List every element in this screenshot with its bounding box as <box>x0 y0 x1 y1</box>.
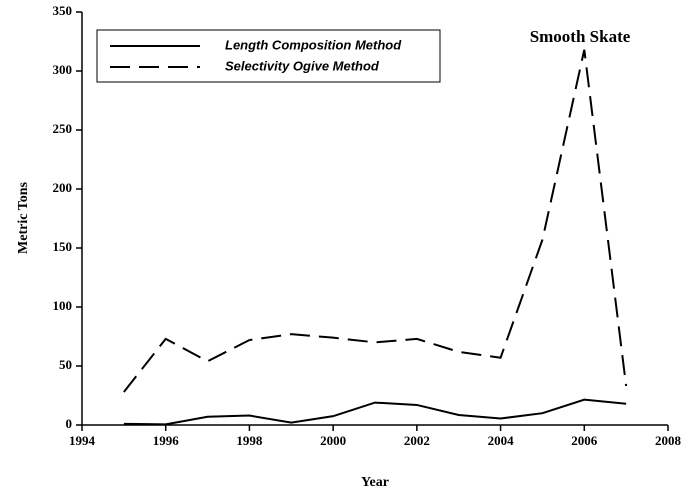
legend-label: Selectivity Ogive Method <box>225 58 380 73</box>
x-axis-label: Year <box>361 475 389 490</box>
y-tick-label: 300 <box>53 62 73 77</box>
x-tick-label: 1994 <box>69 433 96 448</box>
y-tick-label: 0 <box>66 416 73 431</box>
y-tick-label: 250 <box>53 121 73 136</box>
legend-label: Length Composition Method <box>225 37 402 52</box>
y-tick-label: 200 <box>53 180 73 195</box>
x-tick-label: 2000 <box>320 433 346 448</box>
y-tick-label: 50 <box>59 357 72 372</box>
legend-box <box>96 29 441 83</box>
series-line <box>123 398 627 426</box>
annotation: Smooth Skate <box>530 27 631 46</box>
y-axis-label: Metric Tons <box>16 181 31 253</box>
x-tick-label: 2004 <box>488 433 515 448</box>
x-tick-label: 1998 <box>236 433 263 448</box>
series-line <box>123 49 628 393</box>
x-tick-label: 2002 <box>404 433 430 448</box>
x-tick-label: 1996 <box>153 433 180 448</box>
y-tick-label: 150 <box>53 239 73 254</box>
y-tick-label: 350 <box>53 3 73 18</box>
x-tick-label: 2008 <box>655 433 682 448</box>
y-tick-label: 100 <box>53 298 73 313</box>
x-tick-label: 2006 <box>571 433 598 448</box>
